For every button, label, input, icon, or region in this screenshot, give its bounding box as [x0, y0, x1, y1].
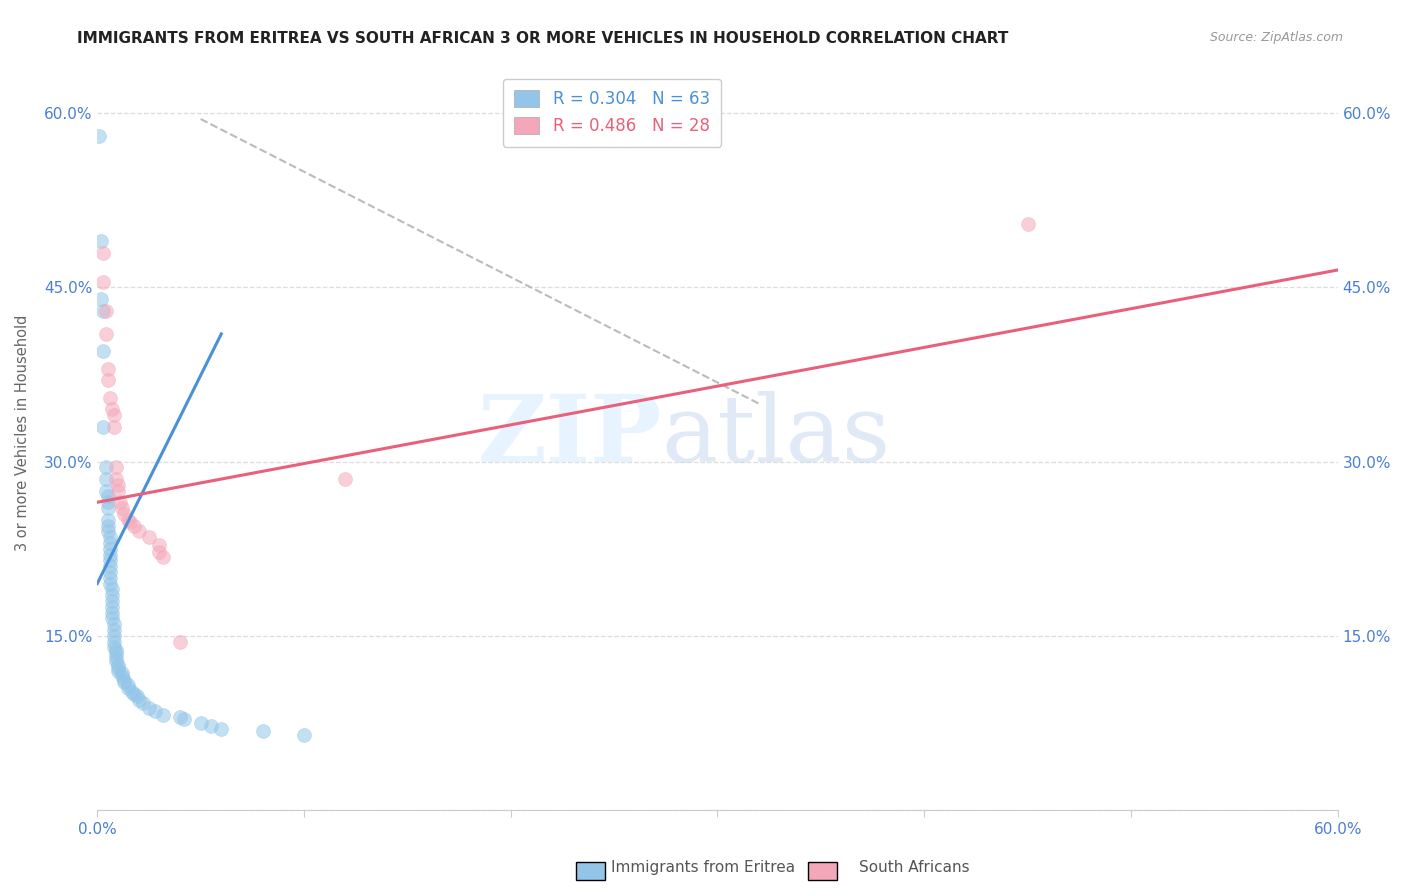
- Point: [98, 541, 121, 556]
- Point: [103, 634, 125, 648]
- Point: [104, 472, 127, 486]
- Point: [112, 507, 135, 521]
- Point: [125, 690, 148, 704]
- Point: [143, 704, 166, 718]
- Point: [89, 129, 111, 144]
- Point: [100, 611, 122, 625]
- Point: [97, 495, 120, 509]
- Point: [103, 617, 125, 632]
- Point: [292, 728, 315, 742]
- Point: [97, 490, 120, 504]
- Point: [104, 646, 127, 660]
- Point: [94, 472, 117, 486]
- Point: [148, 545, 170, 559]
- Point: [120, 515, 142, 529]
- Point: [90, 234, 112, 248]
- Point: [209, 722, 232, 736]
- Point: [93, 344, 115, 359]
- Point: [107, 664, 129, 678]
- Point: [98, 576, 121, 591]
- Text: atlas: atlas: [662, 392, 891, 482]
- Point: [104, 649, 127, 664]
- Point: [97, 524, 120, 539]
- Point: [132, 696, 155, 710]
- Point: [111, 665, 134, 680]
- Point: [97, 501, 120, 516]
- Point: [148, 538, 170, 552]
- Point: [128, 524, 150, 539]
- Point: [97, 513, 120, 527]
- Point: [107, 478, 129, 492]
- Point: [93, 275, 115, 289]
- Point: [94, 326, 117, 341]
- Point: [124, 687, 146, 701]
- Point: [94, 460, 117, 475]
- Point: [98, 391, 121, 405]
- Point: [100, 594, 122, 608]
- Point: [100, 606, 122, 620]
- Point: [100, 402, 122, 417]
- Point: [1017, 217, 1039, 231]
- Legend: R = 0.304   N = 63, R = 0.486   N = 28: R = 0.304 N = 63, R = 0.486 N = 28: [502, 78, 721, 146]
- Point: [108, 495, 131, 509]
- Point: [97, 518, 120, 533]
- Point: [128, 692, 150, 706]
- Point: [100, 588, 122, 602]
- Point: [111, 501, 134, 516]
- Point: [94, 483, 117, 498]
- Point: [103, 623, 125, 637]
- Text: South Africans: South Africans: [859, 861, 969, 875]
- Point: [103, 640, 125, 655]
- Point: [111, 669, 134, 683]
- Point: [97, 373, 120, 387]
- Point: [100, 582, 122, 597]
- Point: [100, 599, 122, 614]
- Point: [103, 408, 125, 422]
- Point: [117, 678, 139, 692]
- Point: [138, 701, 160, 715]
- Point: [252, 724, 274, 739]
- Point: [103, 629, 125, 643]
- Point: [117, 681, 139, 695]
- Point: [107, 483, 129, 498]
- Y-axis label: 3 or more Vehicles in Household: 3 or more Vehicles in Household: [15, 314, 30, 550]
- Point: [98, 559, 121, 574]
- Point: [98, 530, 121, 544]
- Point: [107, 657, 129, 672]
- Point: [173, 713, 195, 727]
- Point: [93, 245, 115, 260]
- Point: [121, 684, 143, 698]
- Point: [200, 719, 222, 733]
- Point: [104, 642, 127, 657]
- Point: [112, 675, 135, 690]
- Point: [169, 710, 191, 724]
- Point: [90, 292, 112, 306]
- Text: ZIP: ZIP: [478, 392, 662, 482]
- Point: [93, 303, 115, 318]
- Point: [98, 565, 121, 579]
- Point: [97, 361, 120, 376]
- Point: [98, 548, 121, 562]
- Point: [104, 654, 127, 668]
- Point: [335, 472, 357, 486]
- Point: [169, 634, 191, 648]
- Point: [152, 549, 174, 564]
- Point: [93, 419, 115, 434]
- Text: IMMIGRANTS FROM ERITREA VS SOUTH AFRICAN 3 OR MORE VEHICLES IN HOUSEHOLD CORRELA: IMMIGRANTS FROM ERITREA VS SOUTH AFRICAN…: [77, 31, 1008, 46]
- Point: [103, 419, 125, 434]
- Point: [107, 661, 129, 675]
- Point: [98, 536, 121, 550]
- Point: [117, 513, 139, 527]
- Point: [98, 553, 121, 567]
- Point: [190, 715, 212, 730]
- Point: [104, 460, 127, 475]
- Point: [94, 303, 117, 318]
- Point: [152, 707, 174, 722]
- Text: Source: ZipAtlas.com: Source: ZipAtlas.com: [1209, 31, 1343, 45]
- Point: [98, 571, 121, 585]
- Point: [138, 530, 160, 544]
- Point: [112, 673, 135, 687]
- Text: Immigrants from Eritrea: Immigrants from Eritrea: [612, 861, 794, 875]
- Point: [124, 518, 146, 533]
